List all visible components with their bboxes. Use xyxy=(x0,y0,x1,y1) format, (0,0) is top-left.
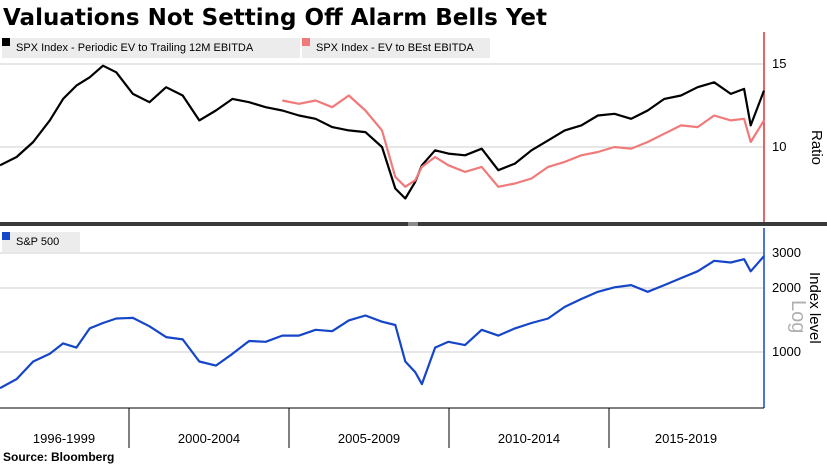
legend-label-sp500: S&P 500 xyxy=(16,236,59,248)
top-ytick-10: 10 xyxy=(772,139,786,154)
panel-divider-grip xyxy=(408,222,418,226)
bottom-ytick-3000: 3000 xyxy=(772,245,801,260)
legend-swatch-black xyxy=(2,38,10,46)
x-category-2005-2009: 2005-2009 xyxy=(338,431,400,446)
top-panel: 15 10 Ratio xyxy=(0,32,825,224)
bottom-panel: 3000 2000 1000 Index level Log xyxy=(0,228,823,408)
bottom-ytick-1000: 1000 xyxy=(772,344,801,359)
source-note: Source: Bloomberg xyxy=(3,450,114,464)
log-scale-label: Log xyxy=(787,300,809,333)
top-ylabel: Ratio xyxy=(808,130,825,165)
legend-swatch-pink xyxy=(302,38,310,46)
x-category-1996-1999: 1996-1999 xyxy=(33,431,95,446)
legend-label-trailing: SPX Index - Periodic EV to Trailing 12M … xyxy=(16,42,254,54)
legend-label-best: SPX Index - EV to BEst EBITDA xyxy=(316,42,474,54)
bottom-ylabel: Index level xyxy=(806,272,823,344)
x-category-2000-2004: 2000-2004 xyxy=(178,431,240,446)
ev-best-ebitda-line xyxy=(282,94,765,188)
bottom-ytick-2000: 2000 xyxy=(772,280,801,295)
x-category-2015-2019: 2015-2019 xyxy=(655,431,717,446)
bottom-legend: S&P 500 xyxy=(2,232,80,252)
chart-title: Valuations Not Setting Off Alarm Bells Y… xyxy=(3,5,547,31)
x-category-2010-2014: 2010-2014 xyxy=(498,431,560,446)
sp500-line xyxy=(0,255,765,390)
x-axis: 1996-1999 2000-2004 2005-2009 2010-2014 … xyxy=(0,407,764,448)
ev-trailing-ebitda-line xyxy=(0,64,766,200)
top-legend: SPX Index - Periodic EV to Trailing 12M … xyxy=(2,38,490,58)
legend-swatch-blue xyxy=(2,232,10,240)
top-ytick-15: 15 xyxy=(772,56,786,71)
